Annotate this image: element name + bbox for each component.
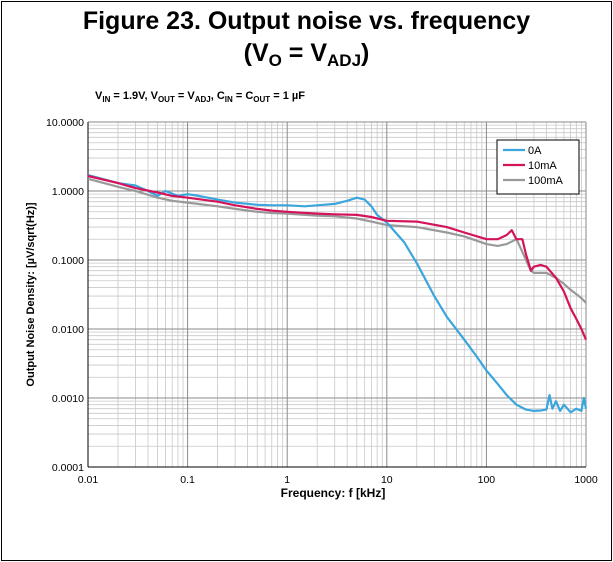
cond-part: = 1.9V, V: [110, 90, 158, 102]
y-tick-label: 0.0100: [52, 324, 84, 336]
y-axis-label: Output Noise Density: [µV/sqrt(Hz)]: [25, 202, 37, 387]
x-tick-label: 1000: [574, 474, 598, 486]
x-tick-label: 1: [284, 474, 290, 486]
y-tick-label: 0.0010: [52, 393, 84, 405]
y-tick-label: 1.0000: [52, 186, 84, 198]
figure-title-text: Figure 23. Output noise vs. frequency: [82, 7, 531, 35]
series-line-10ma: [87, 174, 588, 341]
figure-subtitle: (VO = VADJ): [2, 38, 611, 76]
legend-label: 0A: [528, 145, 542, 157]
x-tick-label: 0.1: [180, 474, 195, 486]
cond-sub: OUT: [253, 95, 271, 104]
y-tick-label: 0.1000: [52, 255, 84, 267]
y-tick-label: 0.0001: [52, 462, 84, 474]
x-tick-label: 10: [381, 474, 393, 486]
cond-part: = V: [174, 90, 195, 102]
cond-part: = 1 µF: [270, 90, 305, 102]
legend-label: 10mA: [528, 160, 557, 172]
cond-part: V: [95, 90, 103, 102]
series-line-100ma: [87, 177, 587, 304]
cond-sub: IN: [102, 95, 111, 104]
subtitle-part: ): [361, 39, 370, 67]
legend-label: 100mA: [528, 175, 564, 187]
x-tick-label: 100: [478, 474, 496, 486]
subtitle-sub: ADJ: [327, 51, 362, 70]
series-line-0a: [87, 174, 588, 414]
cond-sub: ADJ: [194, 95, 211, 104]
subtitle-part: = V: [281, 39, 328, 67]
subtitle-part: (V: [243, 39, 269, 67]
cond-part: = C: [232, 90, 254, 102]
test-conditions: VIN = 1.9V, VOUT = VADJ, CIN = COUT = 1 …: [95, 90, 305, 104]
subtitle-sub: O: [268, 51, 282, 70]
cond-sub: OUT: [157, 95, 175, 104]
figure-title: Figure 23. Output noise vs. frequency: [2, 6, 611, 36]
y-tick-label: 10.0000: [46, 117, 84, 129]
cond-sub: IN: [224, 95, 233, 104]
x-axis-label: Frequency: f [kHz]: [281, 486, 386, 500]
x-tick-label: 0.01: [78, 474, 99, 486]
cond-part: , C: [210, 90, 225, 102]
